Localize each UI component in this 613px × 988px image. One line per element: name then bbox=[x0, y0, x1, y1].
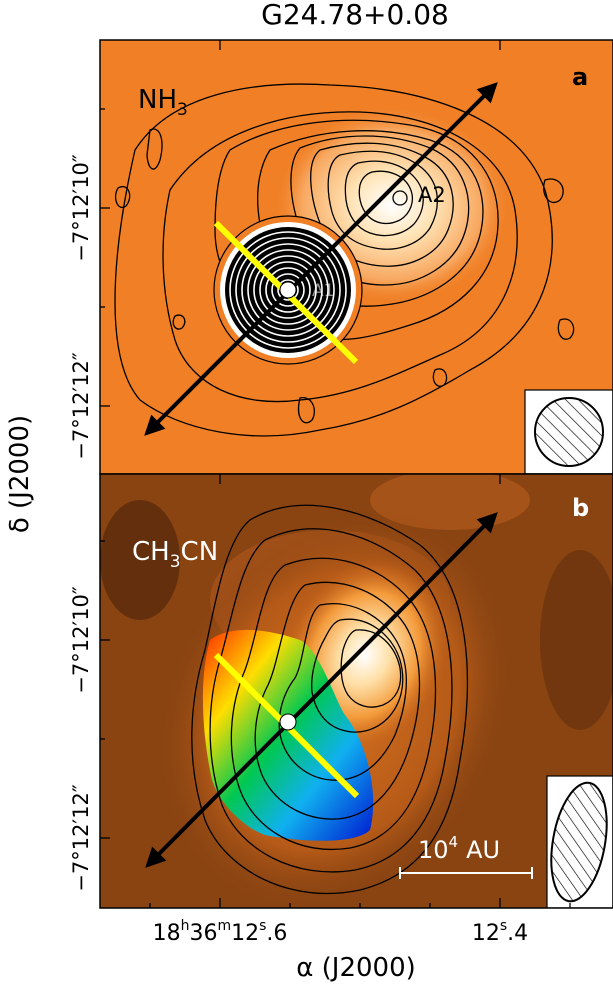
panel-b-outflow-arrow bbox=[145, 512, 498, 868]
x-tick-1: 18h36m12s.6 bbox=[153, 918, 288, 946]
y-tick-b-2: −7°12′12″ bbox=[69, 784, 93, 892]
axis-ticks bbox=[100, 40, 571, 908]
panel-a-label-a2: A2 bbox=[418, 183, 446, 207]
x-axis-label: α (J2000) bbox=[296, 953, 416, 983]
panel-a-beam-ellipse bbox=[534, 397, 604, 467]
panel-a-label-a1: A1 bbox=[312, 281, 334, 301]
panel-b-letter: b bbox=[572, 494, 589, 522]
panel-b-a1-marker bbox=[279, 713, 297, 731]
panel-b-scale-label: 104 AU bbox=[418, 833, 500, 864]
y-tick-a-2: −7°12′12″ bbox=[69, 352, 93, 460]
y-tick-b-1: −7°12′10″ bbox=[69, 586, 93, 694]
panel-a-letter: a bbox=[572, 63, 588, 91]
panel-a-a1-marker bbox=[279, 281, 297, 299]
panel-b: b CH3CN 104 AU bbox=[100, 474, 613, 908]
x-tick-2: 12s.4 bbox=[472, 918, 528, 946]
y-tick-a-1: −7°12′10″ bbox=[69, 154, 93, 262]
y-axis-label: δ (J2000) bbox=[5, 415, 35, 533]
figure-title: G24.78+0.08 bbox=[261, 0, 449, 31]
panel-b-beam-ellipse bbox=[550, 781, 608, 903]
panel-a-outflow-arrow bbox=[144, 82, 498, 436]
panel-b-molecule-label: CH3CN bbox=[132, 537, 218, 572]
panel-a-molecule-label: NH3 bbox=[138, 85, 188, 120]
panel-a: a NH3 A2 A1 bbox=[100, 40, 613, 474]
